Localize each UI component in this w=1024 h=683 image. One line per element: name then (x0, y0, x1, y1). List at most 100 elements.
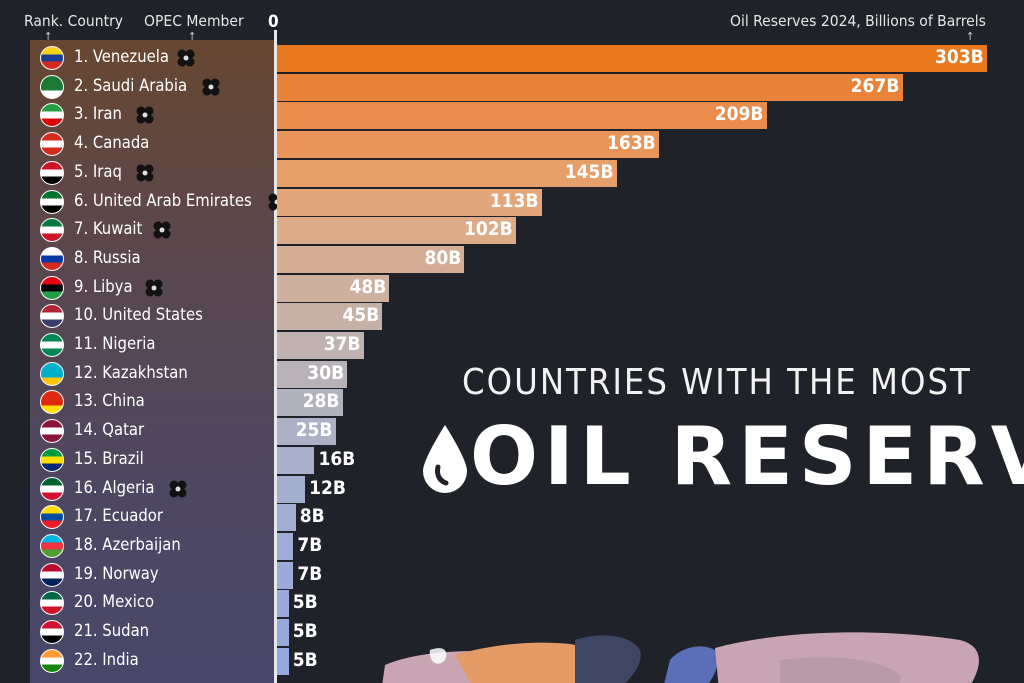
bar-value-label: 28B (302, 390, 340, 413)
flag-icon (40, 74, 64, 99)
bar-value-label: 30B (307, 361, 345, 384)
opec-icon (145, 279, 163, 297)
country-label: 14. Qatar (74, 420, 145, 440)
country-label: 10. United States (74, 305, 203, 325)
opec-icon (136, 106, 154, 124)
opec-icon (153, 221, 171, 239)
country-label: 18. Azerbaijan (74, 534, 181, 554)
bar (277, 217, 516, 245)
bar (277, 102, 767, 130)
opec-member-header: OPEC Member (144, 12, 244, 30)
bar (277, 619, 289, 646)
bar (277, 188, 542, 216)
bar-value-label: 163B (606, 132, 656, 155)
bar (277, 159, 617, 187)
country-label: 21. Sudan (74, 621, 150, 640)
bar-value-label: 102B (464, 218, 513, 241)
flag-icon (40, 591, 64, 616)
bar (277, 647, 289, 675)
opec-icon (136, 164, 154, 182)
country-label: 7. Kuwait (74, 219, 143, 239)
bar-value-label: 5B (292, 591, 318, 614)
rank-country-header: Rank. Country (24, 12, 124, 30)
country-label: 13. China (74, 391, 145, 411)
bar (277, 475, 306, 503)
bar-value-label: 12B (309, 476, 346, 499)
world-map (382, 632, 979, 683)
country-label: 4. Canada (74, 133, 150, 153)
opec-icon (169, 480, 187, 497)
opec-arrow-icon: ↑ (188, 30, 197, 43)
bar (277, 389, 343, 417)
bar (277, 131, 659, 159)
flag-icon (40, 275, 64, 300)
bar-value-label: 16B (318, 447, 356, 470)
bar-value-label: 7B (297, 533, 323, 556)
bar (277, 73, 903, 101)
country-label: 3. Iran (74, 104, 122, 124)
country-label: 17. Ecuador (74, 506, 163, 526)
country-label: 11. Nigeria (74, 334, 156, 353)
flag-icon (40, 160, 64, 185)
flag-icon (40, 648, 64, 673)
flag-icon (40, 218, 64, 243)
bar-value-label: 5B (292, 620, 318, 642)
flag-icon (40, 333, 64, 357)
rank-arrow-icon: ↑ (44, 30, 53, 43)
bar-value-label: 209B (714, 103, 764, 126)
country-label: 15. Brazil (74, 448, 144, 468)
opec-icon (202, 78, 220, 96)
flag-icon (40, 189, 64, 214)
bar-value-label: 25B (295, 419, 333, 442)
bar-value-label: 45B (342, 304, 380, 327)
flag-icon (40, 476, 64, 501)
bar-value-label: 37B (323, 333, 361, 355)
flag-icon (40, 361, 64, 386)
bar (277, 245, 465, 273)
bar (277, 274, 390, 302)
country-label: 6. United Arab Emirates (74, 190, 252, 210)
bar-value-label: 80B (424, 246, 462, 269)
bar (277, 446, 315, 474)
bar-value-label: 303B (935, 46, 984, 68)
bar-value-label: 48B (349, 275, 387, 298)
flag-icon (40, 132, 64, 157)
bar-value-label: 145B (564, 160, 614, 183)
country-label: 12. Kazakhstan (74, 362, 188, 382)
bar (277, 332, 364, 359)
bar (277, 590, 289, 618)
country-label: 9. Libya (74, 276, 133, 296)
bar-value-label: 267B (850, 74, 900, 97)
flag-icon (40, 505, 64, 530)
title-line-2: OIL RESERVES (470, 410, 1024, 503)
flag-icon (40, 447, 64, 472)
country-label: 2. Saudi Arabia (74, 75, 188, 95)
bar (277, 504, 296, 532)
country-label: 1. Venezuela (74, 47, 169, 66)
flag-icon (40, 304, 64, 329)
bar (277, 418, 336, 446)
country-label: 16. Algeria (74, 477, 155, 497)
label-panel (30, 40, 274, 683)
bar-value-label: 113B (489, 189, 539, 212)
reserves-header: Oil Reserves 2024, Billions of Barrels (730, 12, 986, 30)
flag-icon (40, 46, 64, 70)
country-label: 22. India (74, 649, 139, 669)
country-label: 8. Russia (74, 247, 141, 267)
reserves-arrow-icon: ↑ (966, 30, 975, 43)
country-label: 20. Mexico (74, 592, 155, 612)
flag-icon (40, 620, 64, 644)
flag-icon (40, 419, 64, 444)
flag-icon (40, 533, 64, 558)
flag-icon (40, 562, 64, 587)
bar (277, 45, 987, 72)
opec-icon (177, 49, 195, 67)
country-label: 19. Norway (74, 563, 159, 583)
flag-icon (40, 390, 64, 415)
zero-axis-line (274, 30, 277, 683)
flag-icon (40, 103, 64, 128)
bar-value-label: 5B (292, 648, 318, 671)
bar (277, 561, 294, 589)
oil-drop-icon (423, 425, 467, 493)
